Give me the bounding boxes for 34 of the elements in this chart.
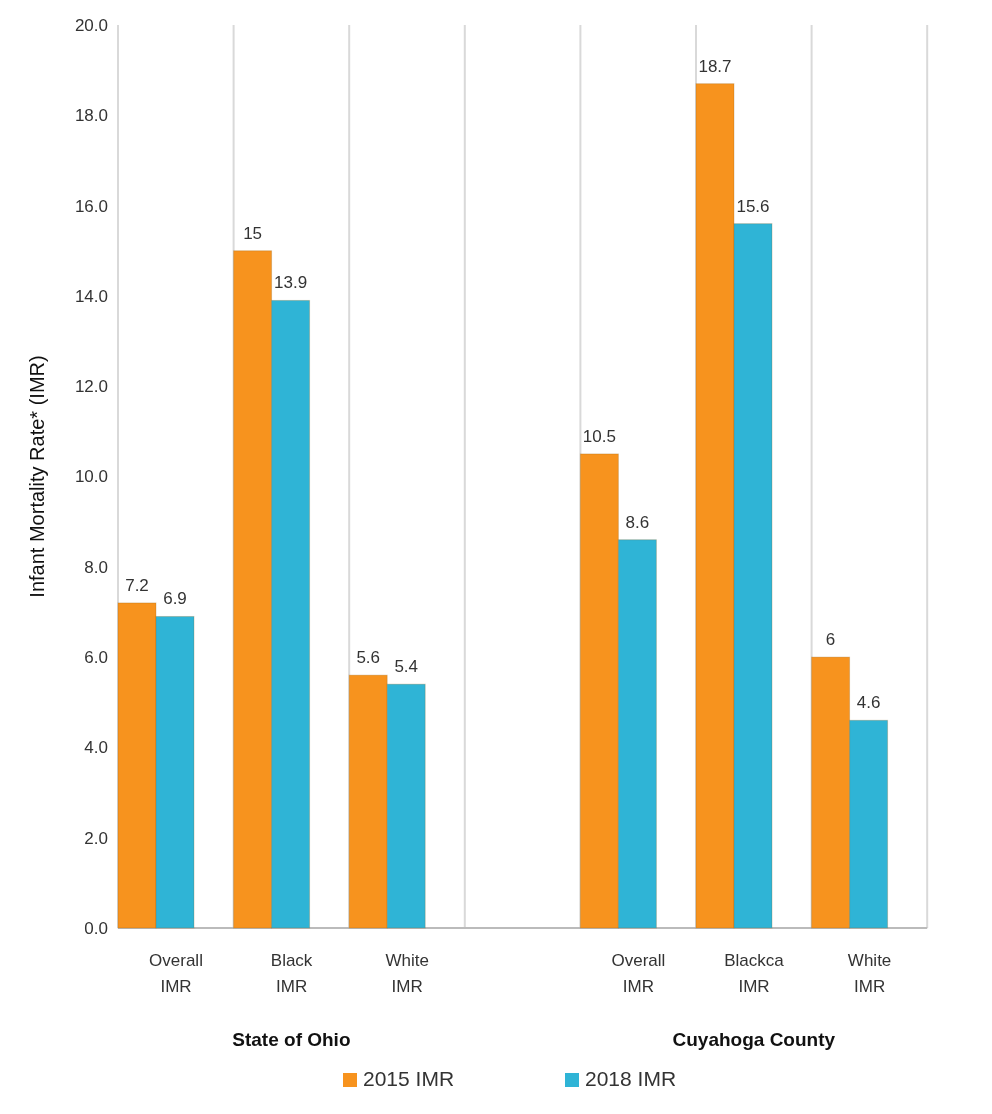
y-tick-label: 4.0 — [84, 738, 108, 758]
data-label: 4.6 — [856, 693, 881, 713]
data-label: 10.5 — [582, 426, 616, 446]
x-tick-label: White IMR — [847, 951, 892, 996]
legend-label: 2015 IMR — [363, 1067, 455, 1090]
y-tick-label: 6.0 — [84, 648, 108, 668]
y-tick-label: 14.0 — [74, 286, 108, 306]
text: State of Ohio — [232, 1029, 351, 1050]
text: Cuyahoga County — [672, 1029, 836, 1050]
y-tick-label: 18.0 — [74, 106, 108, 126]
y-tick-label: 20.0 — [74, 15, 108, 35]
data-label: 5.4 — [394, 657, 419, 677]
y-tick-label: 12.0 — [74, 377, 108, 397]
data-label: 15 — [243, 223, 263, 243]
y-axis-title: Infant Mortality Rate* (IMR) — [26, 355, 48, 598]
x-tick-label: Overall IMR — [149, 951, 203, 996]
data-label: 7.2 — [125, 575, 149, 595]
y-tick-label: 16.0 — [74, 196, 108, 216]
y-tick-label: 0.0 — [84, 918, 108, 938]
data-label: 18.7 — [698, 56, 732, 76]
legend-label: 2018 IMR — [585, 1067, 677, 1090]
data-label: 13.9 — [274, 273, 308, 293]
x-tick-label: Overall IMR — [611, 951, 666, 996]
x-tick-label: Blackca IMR — [724, 951, 785, 996]
y-tick-label: 8.0 — [84, 557, 108, 577]
data-label: 8.6 — [625, 512, 650, 532]
y-tick-label: 2.0 — [84, 828, 108, 848]
x-tick-label: Black IMR — [270, 951, 313, 996]
data-label: 15.6 — [736, 196, 770, 216]
y-tick-label: 10.0 — [74, 467, 108, 487]
data-label: 6 — [825, 630, 836, 650]
data-label: 5.6 — [356, 648, 381, 668]
x-tick-label: White IMR — [385, 951, 429, 996]
data-label: 6.9 — [163, 589, 187, 609]
